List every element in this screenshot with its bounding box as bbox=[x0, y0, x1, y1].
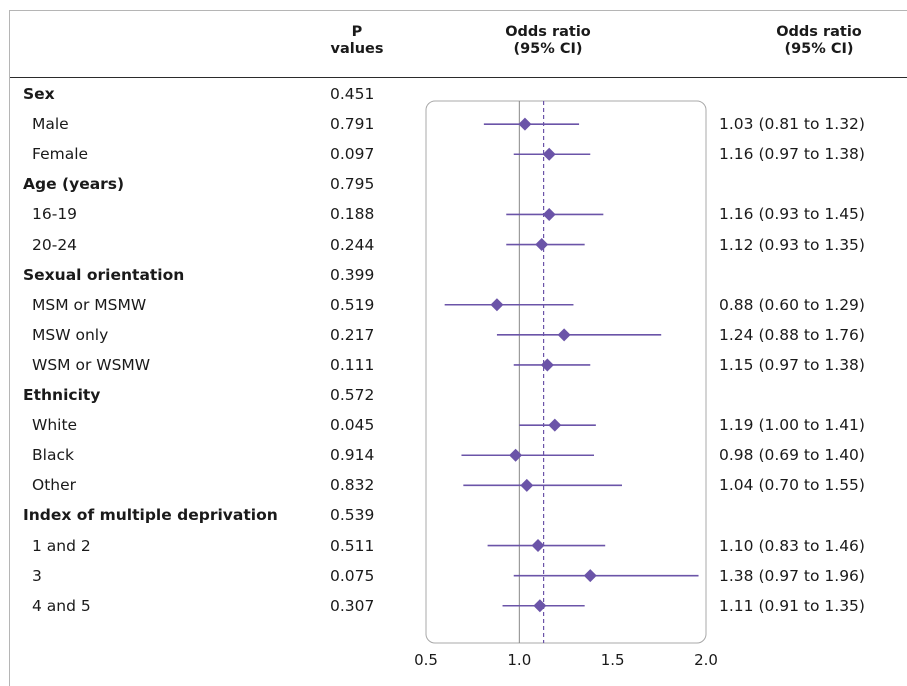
group-row: Sex 0.451 bbox=[0, 79, 907, 109]
row-label: MSW only bbox=[32, 325, 109, 344]
header-divider bbox=[10, 77, 907, 78]
table-row: MSW only 0.217 1.24 (0.88 to 1.76) bbox=[0, 320, 907, 350]
p-value: 0.832 bbox=[330, 476, 375, 495]
p-value: 0.791 bbox=[330, 115, 375, 134]
p-value: 0.914 bbox=[330, 446, 375, 465]
p-value: 0.045 bbox=[330, 416, 375, 435]
odds-ratio-marker bbox=[490, 298, 504, 312]
group-label: Sexual orientation bbox=[23, 265, 185, 284]
group-row: Sexual orientation 0.399 bbox=[0, 260, 907, 290]
p-values-header-line1: P bbox=[351, 24, 363, 40]
odds-ratio-marker bbox=[557, 328, 571, 342]
table-row: 20-24 0.244 1.12 (0.93 to 1.35) bbox=[0, 230, 907, 260]
odds-ratio-marker bbox=[509, 448, 523, 462]
p-value: 0.795 bbox=[330, 175, 375, 194]
odds-ratio-marker bbox=[518, 117, 532, 131]
row-label: Female bbox=[32, 145, 89, 164]
group-label: Age (years) bbox=[23, 175, 125, 194]
row-label: MSM or MSMW bbox=[32, 295, 147, 314]
table-row: White 0.045 1.19 (1.00 to 1.41) bbox=[0, 410, 907, 440]
odds-ratio-ci-text: 1.24 (0.88 to 1.76) bbox=[719, 325, 865, 344]
p-value: 0.511 bbox=[330, 536, 375, 555]
x-tick-label: 1.0 bbox=[507, 651, 531, 669]
p-values-header-line2: values bbox=[330, 41, 384, 57]
x-tick-label: 0.5 bbox=[414, 651, 438, 669]
p-value: 0.399 bbox=[330, 265, 375, 284]
row-label: 1 and 2 bbox=[32, 536, 91, 555]
plot-panel bbox=[425, 100, 707, 644]
odds-ratio-ci-text: 1.38 (0.97 to 1.96) bbox=[719, 566, 865, 585]
p-value: 0.307 bbox=[330, 596, 375, 615]
table-row: 16-19 0.188 1.16 (0.93 to 1.45) bbox=[0, 199, 907, 229]
row-label: White bbox=[32, 416, 78, 435]
p-value: 0.539 bbox=[330, 506, 375, 525]
p-value: 0.075 bbox=[330, 566, 375, 585]
odds-ratio-marker bbox=[535, 238, 549, 252]
row-label: 16-19 bbox=[32, 205, 78, 224]
table-row: WSM or WSMW 0.111 1.15 (0.97 to 1.38) bbox=[0, 350, 907, 380]
table-row: Female 0.097 1.16 (0.97 to 1.38) bbox=[0, 139, 907, 169]
x-tick-label: 2.0 bbox=[694, 651, 718, 669]
p-value: 0.519 bbox=[330, 295, 375, 314]
table-row: Male 0.791 1.03 (0.81 to 1.32) bbox=[0, 109, 907, 139]
odds-ratio-ci-text: 1.16 (0.97 to 1.38) bbox=[719, 145, 865, 164]
odds-ratio-ci-text: 1.12 (0.93 to 1.35) bbox=[719, 235, 865, 254]
odds-ratio-ci-text: 1.04 (0.70 to 1.55) bbox=[719, 476, 865, 495]
figure-frame bbox=[9, 10, 907, 686]
group-label: Ethnicity bbox=[23, 386, 101, 404]
p-value: 0.217 bbox=[330, 325, 375, 344]
odds-ratio-ci-header-line1: Odds ratio bbox=[776, 24, 862, 40]
row-label: Black bbox=[32, 446, 74, 465]
odds-ratio-marker bbox=[548, 418, 562, 432]
row-label: 3 bbox=[32, 566, 42, 585]
p-values-header: P values bbox=[322, 24, 392, 58]
odds-ratio-ci-text: 1.03 (0.81 to 1.32) bbox=[719, 115, 865, 134]
odds-ratio-marker bbox=[520, 478, 534, 492]
table-row: 3 0.075 1.38 (0.97 to 1.96) bbox=[0, 561, 907, 591]
row-label: Male bbox=[32, 115, 69, 134]
group-row: Ethnicity 0.572 bbox=[0, 380, 907, 410]
odds-ratio-ci-text: 0.88 (0.60 to 1.29) bbox=[719, 295, 865, 314]
odds-ratio-ci-header-line2: (95% CI) bbox=[784, 41, 854, 57]
odds-ratio-marker bbox=[540, 358, 554, 372]
table-row: Black 0.914 0.98 (0.69 to 1.40) bbox=[0, 440, 907, 470]
odds-ratio-plot-header: Odds ratio (95% CI) bbox=[486, 24, 610, 58]
p-value: 0.572 bbox=[330, 386, 375, 404]
table-row: 4 and 5 0.307 1.11 (0.91 to 1.35) bbox=[0, 591, 907, 621]
group-label: Sex bbox=[23, 85, 55, 103]
group-row: Age (years) 0.795 bbox=[0, 169, 907, 199]
p-value: 0.451 bbox=[330, 85, 375, 103]
group-row: Index of multiple deprivation 0.539 bbox=[0, 500, 907, 530]
p-value: 0.111 bbox=[330, 355, 375, 374]
table-row: 1 and 2 0.511 1.10 (0.83 to 1.46) bbox=[0, 531, 907, 561]
group-label: Index of multiple deprivation bbox=[23, 506, 278, 525]
table-row: Other 0.832 1.04 (0.70 to 1.55) bbox=[0, 470, 907, 500]
odds-ratio-ci-header: Odds ratio (95% CI) bbox=[757, 24, 881, 58]
row-label: 20-24 bbox=[32, 235, 78, 254]
p-value: 0.188 bbox=[330, 205, 375, 224]
odds-ratio-marker bbox=[533, 599, 547, 613]
odds-ratio-marker bbox=[583, 569, 597, 583]
odds-ratio-marker bbox=[531, 539, 545, 553]
odds-ratio-plot-header-line2: (95% CI) bbox=[513, 41, 583, 57]
odds-ratio-ci-text: 0.98 (0.69 to 1.40) bbox=[719, 446, 865, 465]
odds-ratio-ci-text: 1.15 (0.97 to 1.38) bbox=[719, 355, 865, 374]
row-label: WSM or WSMW bbox=[32, 355, 151, 374]
odds-ratio-ci-text: 1.11 (0.91 to 1.35) bbox=[719, 596, 865, 615]
p-value: 0.244 bbox=[330, 235, 375, 254]
odds-ratio-ci-text: 1.16 (0.93 to 1.45) bbox=[719, 205, 865, 224]
row-label: Other bbox=[32, 476, 77, 495]
x-tick-label: 1.5 bbox=[601, 651, 625, 669]
odds-ratio-plot-header-line1: Odds ratio bbox=[505, 24, 591, 40]
odds-ratio-marker bbox=[542, 147, 556, 161]
odds-ratio-ci-text: 1.19 (1.00 to 1.41) bbox=[719, 416, 865, 435]
table-row: MSM or MSMW 0.519 0.88 (0.60 to 1.29) bbox=[0, 290, 907, 320]
odds-ratio-marker bbox=[542, 207, 556, 221]
p-value: 0.097 bbox=[330, 145, 375, 164]
row-label: 4 and 5 bbox=[32, 596, 91, 615]
odds-ratio-ci-text: 1.10 (0.83 to 1.46) bbox=[719, 536, 865, 555]
